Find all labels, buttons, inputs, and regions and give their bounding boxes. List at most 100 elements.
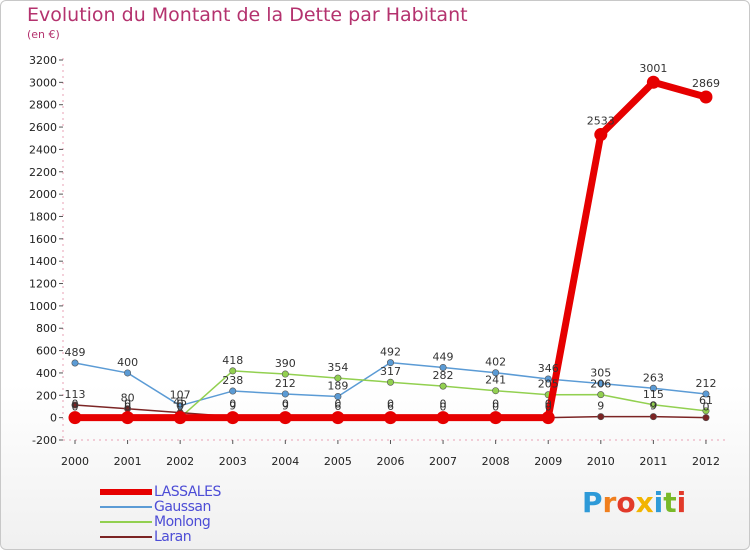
data-label: 0 xyxy=(440,398,447,411)
logo-letter: o xyxy=(616,486,636,519)
y-tick-label: 2200 xyxy=(29,166,57,179)
data-label: 390 xyxy=(275,357,296,370)
data-point xyxy=(386,378,394,386)
data-label: 107 xyxy=(170,389,191,402)
data-point xyxy=(226,411,240,425)
data-point xyxy=(597,380,605,388)
data-labels: 489 400 107 238 212 189 492 449 402 346 305 263 212 0… xyxy=(65,62,720,413)
data-label: 2869 xyxy=(692,77,720,90)
data-label: 113 xyxy=(65,388,86,401)
data-point xyxy=(71,401,79,409)
data-label: 212 xyxy=(695,377,716,390)
x-tick-label: 2008 xyxy=(482,455,510,468)
y-tick-label: 3200 xyxy=(29,54,57,67)
data-label: 0 xyxy=(177,401,184,414)
data-point xyxy=(597,413,605,421)
x-tick-label: 2009 xyxy=(534,455,562,468)
data-label: 400 xyxy=(117,356,138,369)
data-label: 6 xyxy=(387,400,394,413)
data-label: 6 xyxy=(334,400,341,413)
data-point xyxy=(71,359,79,367)
data-point xyxy=(383,411,397,425)
data-point xyxy=(173,411,187,425)
y-tick-label: 400 xyxy=(36,367,57,380)
x-tick-label: 2006 xyxy=(376,455,404,468)
x-tick-label: 2004 xyxy=(271,455,299,468)
data-point xyxy=(649,384,657,392)
logo-letter: i xyxy=(653,486,664,519)
data-label: 317 xyxy=(380,365,401,378)
data-point xyxy=(489,411,503,425)
legend-swatch xyxy=(100,535,152,538)
chart-title: Evolution du Montant de la Dette par Hab… xyxy=(27,4,468,26)
x-tick-label: 2005 xyxy=(324,455,352,468)
y-tick-label: 200 xyxy=(36,389,57,402)
legend: LASSALES Gaussan Monlong Laran xyxy=(100,484,221,545)
data-label: 206 xyxy=(590,378,611,391)
data-label: 0 xyxy=(492,401,499,414)
data-label: 0 xyxy=(229,398,236,411)
data-point xyxy=(278,411,292,425)
data-point xyxy=(281,370,289,378)
data-label: 9 xyxy=(282,400,289,413)
data-point xyxy=(68,411,82,425)
legend-item: Gaussan xyxy=(100,498,221,515)
x-tick-label: 2010 xyxy=(587,455,615,468)
y-tick-label: 600 xyxy=(36,345,57,358)
proxiti-logo: Proxiti xyxy=(582,486,686,519)
data-point xyxy=(544,375,552,383)
chart-subtitle: (en €) xyxy=(27,28,60,41)
data-point xyxy=(702,414,710,422)
data-label: 241 xyxy=(485,374,506,387)
logo-letter: r xyxy=(602,486,617,519)
data-label: 418 xyxy=(222,354,243,367)
data-label: 305 xyxy=(590,367,611,380)
data-label: 282 xyxy=(433,369,454,382)
data-point xyxy=(646,75,660,89)
data-point xyxy=(176,402,184,410)
x-tick-label: 2007 xyxy=(429,455,457,468)
y-tick-label: 1400 xyxy=(29,255,57,268)
x-tick-label: 2011 xyxy=(639,455,667,468)
data-label: 61 xyxy=(699,394,713,407)
x-tick-label: 2000 xyxy=(61,455,89,468)
x-tick-label: 2001 xyxy=(114,455,142,468)
legend-label: Monlong xyxy=(154,513,211,530)
data-label: 0 xyxy=(72,401,79,414)
data-point xyxy=(386,359,394,367)
data-point xyxy=(331,411,345,425)
data-point xyxy=(649,401,657,409)
logo-letter: x xyxy=(635,486,654,519)
data-point xyxy=(436,411,450,425)
data-point xyxy=(439,382,447,390)
data-label: 0 xyxy=(177,398,184,411)
x-tick-label: 2003 xyxy=(219,455,247,468)
data-point xyxy=(702,390,710,398)
data-label: 0 xyxy=(334,398,341,411)
data-label: 115 xyxy=(643,388,664,401)
data-label: 0 xyxy=(72,398,79,411)
logo-letter: t xyxy=(663,486,677,519)
legend-label: Gaussan xyxy=(154,498,211,515)
data-point xyxy=(492,387,500,395)
legend-label: Laran xyxy=(154,528,192,545)
data-label: 0 xyxy=(545,398,552,411)
data-label: 346 xyxy=(538,362,559,375)
data-label: 80 xyxy=(121,392,135,405)
data-label: 9 xyxy=(229,400,236,413)
data-label: 3001 xyxy=(639,62,667,75)
y-tick-label: 1800 xyxy=(29,210,57,223)
data-label: 0 xyxy=(124,401,131,414)
y-tick-label: 3000 xyxy=(29,76,57,89)
legend-swatch xyxy=(100,488,152,495)
data-label: 354 xyxy=(327,361,348,374)
y-tick-label: 800 xyxy=(36,322,57,335)
data-point xyxy=(334,374,342,382)
legend-item: Monlong xyxy=(100,513,221,530)
y-tick-label: 0 xyxy=(50,412,57,425)
data-point xyxy=(229,387,237,395)
data-point xyxy=(594,128,608,142)
data-point xyxy=(121,411,135,425)
data-label: 205 xyxy=(538,378,559,391)
